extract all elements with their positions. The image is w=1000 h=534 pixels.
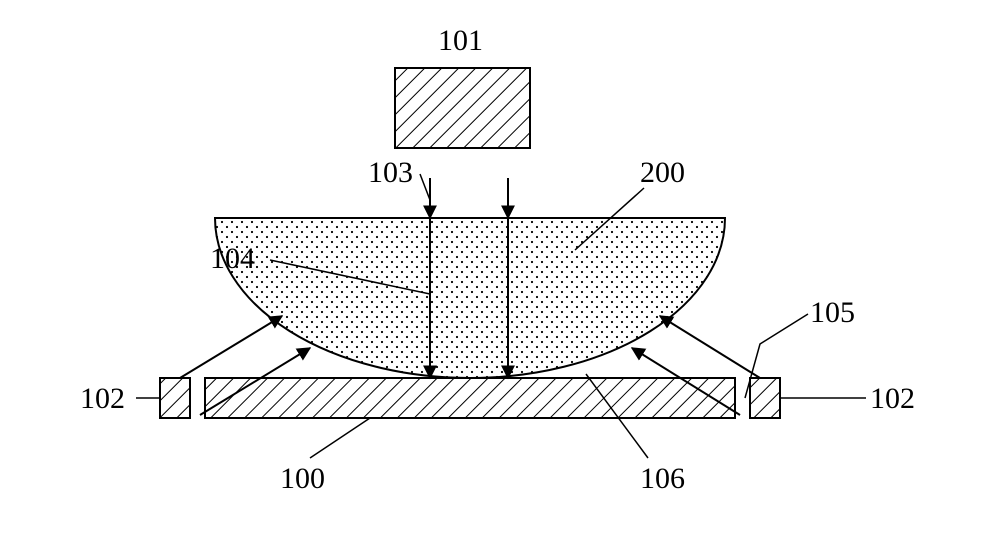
label-104: 104	[210, 242, 255, 276]
semicircle-lens	[215, 218, 725, 378]
label-200: 200	[640, 156, 685, 190]
leader-100	[310, 418, 370, 458]
label-102-left: 102	[80, 382, 125, 416]
label-102-right: 102	[870, 382, 915, 416]
base-plate	[205, 378, 735, 418]
label-100: 100	[280, 462, 325, 496]
diagram-svg	[0, 0, 1000, 534]
top-block	[395, 68, 530, 148]
label-105: 105	[810, 296, 855, 330]
label-103: 103	[368, 156, 413, 190]
leader-103	[420, 174, 430, 200]
label-106: 106	[640, 462, 685, 496]
right-small-block	[750, 378, 780, 418]
arrow-105-right-top	[660, 316, 760, 378]
diagram-canvas: 101 103 200 104 102 102 105 100 106	[0, 0, 1000, 534]
left-small-block	[160, 378, 190, 418]
label-101: 101	[438, 24, 483, 58]
arrow-105-left-top	[180, 316, 282, 378]
